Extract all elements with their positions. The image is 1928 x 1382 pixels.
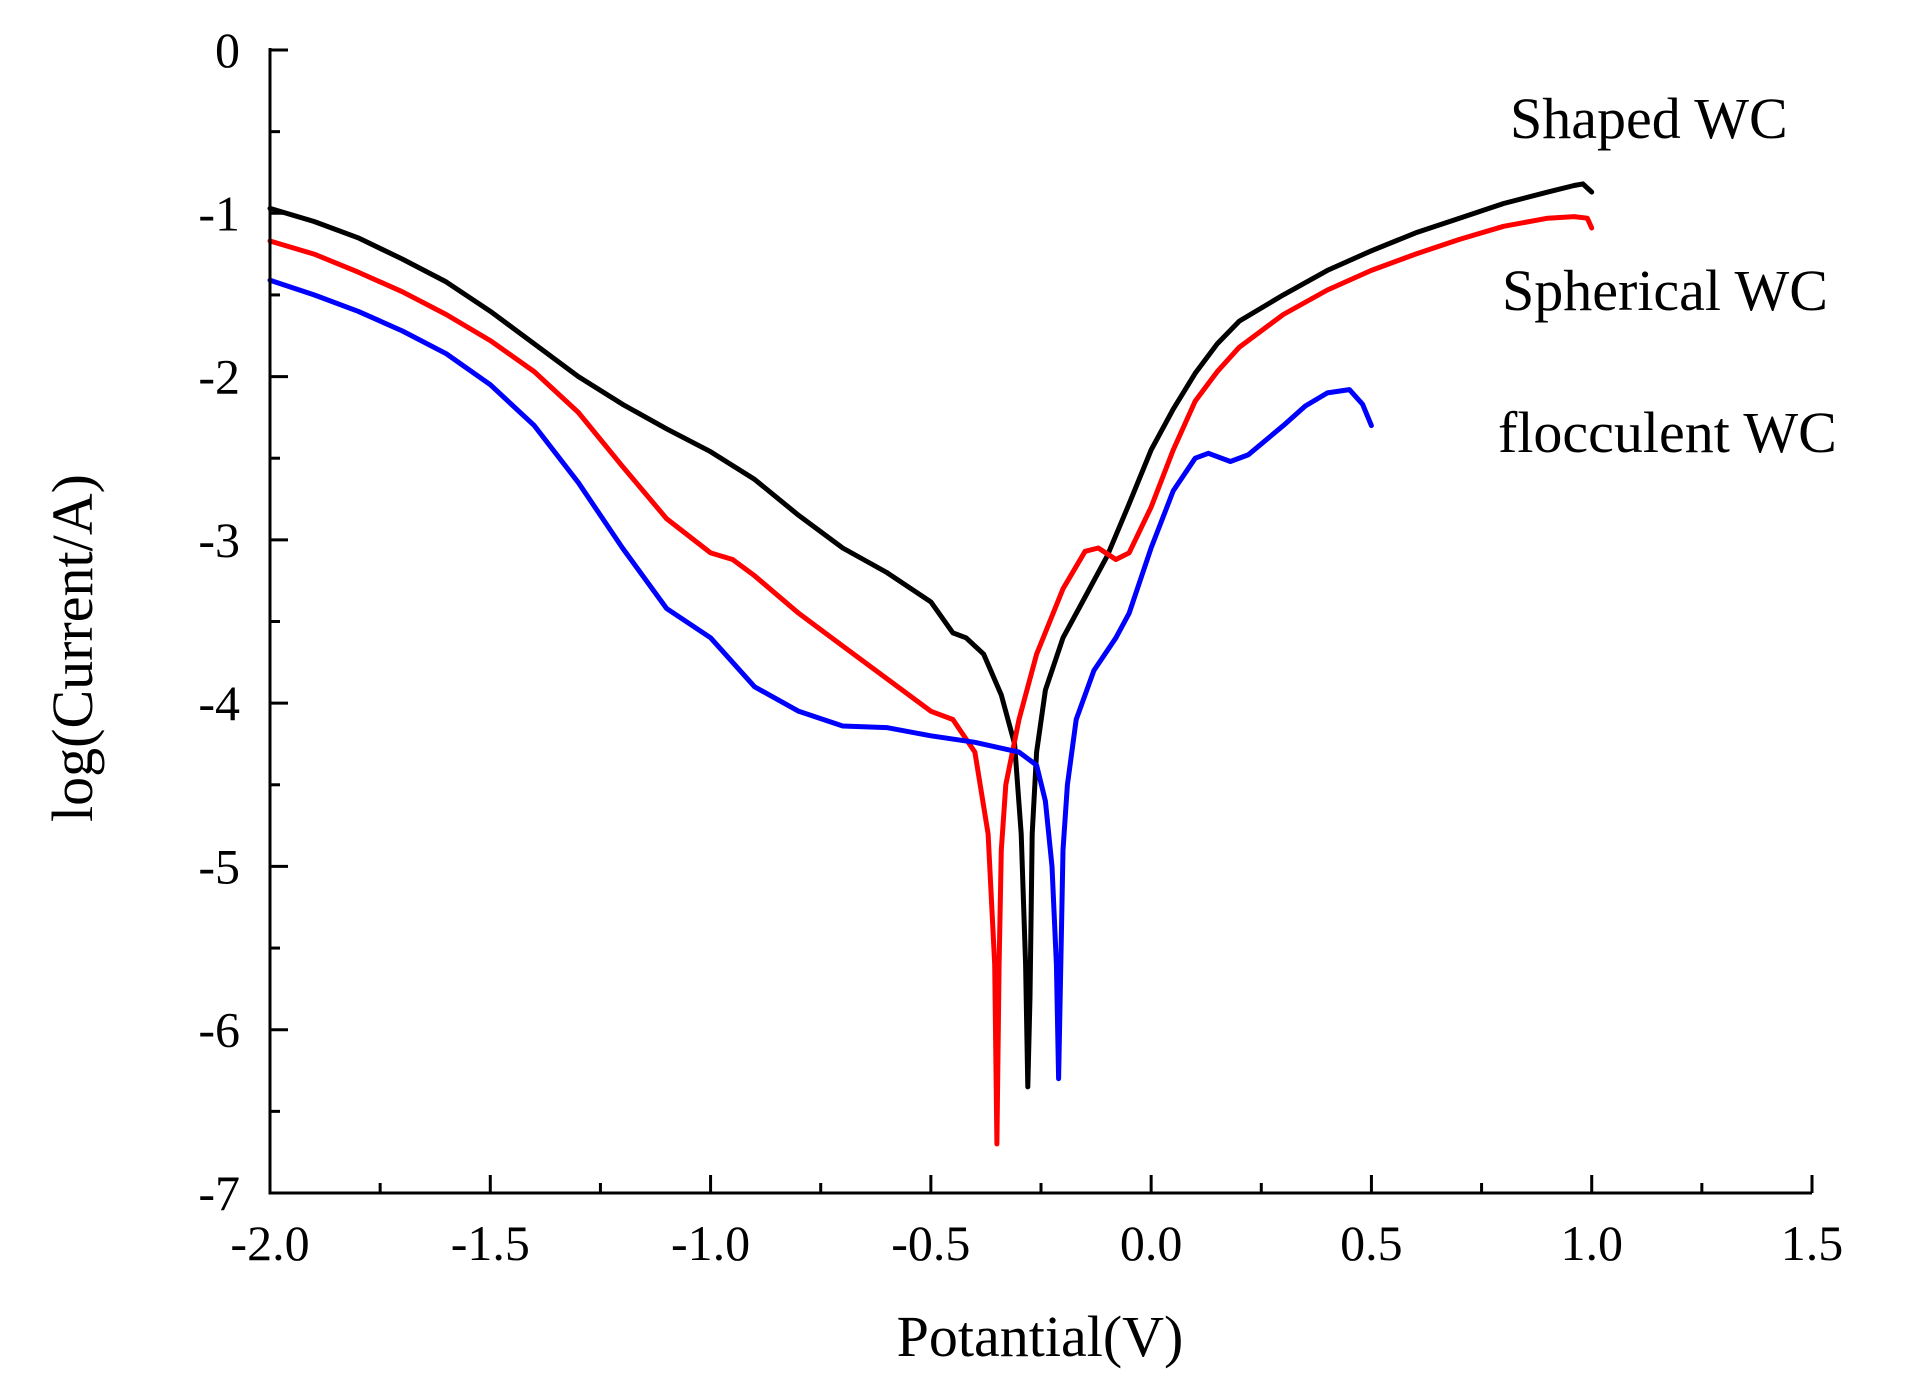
x-tick-label: 1.5 [1781, 1215, 1844, 1271]
plot-lines [267, 181, 1595, 1147]
legend-label-spherical-wc: Spherical WC [1502, 258, 1828, 323]
x-axis-title: Potantial(V) [897, 1304, 1184, 1369]
y-axis-title: log(Current/A) [40, 474, 105, 822]
legend-label-flocculent-wc: flocculent WC [1498, 400, 1837, 465]
tick-labels: -2.0 -1.5 -1.0 -0.5 0.0 0.5 1.0 1.5 0 -1 -2 -3 -4 -5 -… [198, 22, 1843, 1271]
tick-marks [268, 48, 1814, 1195]
y-tick-label: -6 [198, 1002, 240, 1058]
series-line-spherical-wc [267, 214, 1595, 1147]
x-tick-label: 0.5 [1340, 1215, 1403, 1271]
y-tick-label: -3 [198, 512, 240, 568]
y-tick-label: -1 [198, 185, 240, 241]
x-tick-label: 1.0 [1560, 1215, 1623, 1271]
y-tick-label: -7 [198, 1165, 240, 1221]
y-tick-label: -2 [198, 349, 240, 405]
y-tick-label: 0 [215, 22, 240, 78]
series-line-flocculent-wc [267, 277, 1374, 1082]
axes [268, 48, 1812, 1195]
x-tick-label: -1.0 [671, 1215, 750, 1271]
series-line-shaped-wc [267, 181, 1595, 1090]
y-tick-label: -4 [198, 675, 240, 731]
x-tick-label: -2.0 [230, 1215, 309, 1271]
x-tick-label: 0.0 [1120, 1215, 1183, 1271]
legend-label-shaped-wc: Shaped WC [1510, 86, 1788, 151]
y-tick-label: -5 [198, 838, 240, 894]
x-tick-label: -0.5 [891, 1215, 970, 1271]
x-tick-label: -1.5 [451, 1215, 530, 1271]
